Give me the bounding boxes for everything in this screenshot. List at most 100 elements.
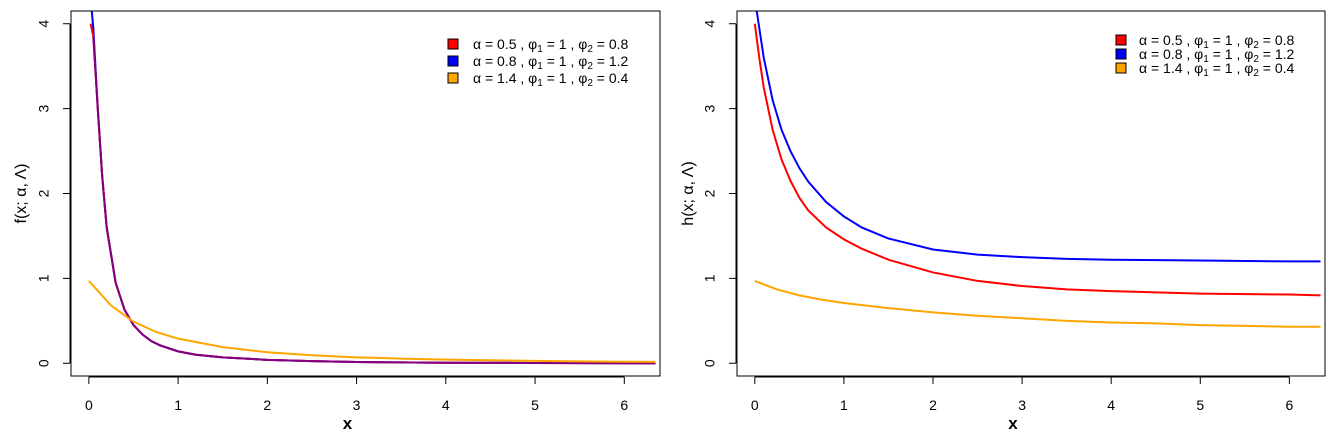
legend-equals: =: [543, 36, 559, 52]
density-x-tick-label: 5: [531, 397, 539, 413]
legend-phi-subscript: 2: [1253, 54, 1259, 65]
hazard-x-tick-label: 4: [1107, 397, 1115, 413]
legend-phi1-value: 1: [559, 70, 567, 86]
density-y-axis-title: f(x; α, Λ): [13, 164, 30, 224]
density-x-tick-label: 2: [263, 397, 271, 413]
legend-equals: =: [1259, 46, 1275, 62]
legend-phi-symbol: , φ: [1233, 60, 1254, 76]
legend-phi-subscript: 1: [537, 61, 543, 72]
legend-phi2-value: 0.8: [609, 36, 629, 52]
hazard-panel: 0 1 2 3 4 5 6 0 1 2 3 4 x h(x; α, Λ) α = 0.5 , φ1 = 1 …: [680, 10, 1326, 433]
legend-phi-symbol: , φ: [1183, 60, 1204, 76]
legend-phi1-value: 1: [559, 36, 567, 52]
legend-phi-symbol: , φ: [567, 70, 588, 86]
legend-phi2-value: 1.2: [609, 53, 629, 69]
density-legend-entry-2: α = 1.4 , φ1 = 1 , φ2 = 0.4: [473, 70, 629, 89]
hazard-x-tick-label: 5: [1196, 397, 1204, 413]
legend-equals: =: [543, 53, 559, 69]
density-panel: 0 1 2 3 4 5 6 0 1 2 3 4 x f(x; α, Λ) α = 0.5 , φ1 = 1 …: [13, 10, 661, 433]
legend-phi-symbol: , φ: [1233, 32, 1254, 48]
density-y-tick-label: 2: [36, 189, 52, 197]
density-legend-entry-0: α = 0.5 , φ1 = 1 , φ2 = 0.8: [473, 36, 629, 55]
legend-phi-symbol: , φ: [567, 53, 588, 69]
legend-equals: =: [1209, 46, 1225, 62]
density-legend-entry-1: α = 0.8 , φ1 = 1 , φ2 = 1.2: [473, 53, 629, 72]
hazard-x-tick-label: 0: [751, 397, 759, 413]
legend-phi-symbol: , φ: [517, 70, 538, 86]
legend-equals: =: [593, 53, 609, 69]
legend-phi2-value: 0.8: [1275, 32, 1295, 48]
density-x-tick-label: 0: [85, 397, 93, 413]
hazard-y-tick-label: 4: [702, 20, 718, 28]
density-y-tick-label: 4: [36, 20, 52, 28]
legend-phi-subscript: 1: [537, 44, 543, 55]
legend-phi2-value: 0.4: [1275, 60, 1295, 76]
density-legend-swatch-2: [447, 72, 459, 84]
legend-phi-subscript: 1: [537, 78, 543, 89]
legend-phi-subscript: 1: [1203, 68, 1209, 79]
legend-equals: =: [593, 70, 609, 86]
density-y-tick-label: 0: [36, 359, 52, 367]
legend-alpha-value: α = 0.8: [473, 53, 517, 69]
density-y-tick-label: 1: [36, 274, 52, 282]
hazard-legend-entry-0: α = 0.5 , φ1 = 1 , φ2 = 0.8: [1139, 32, 1295, 51]
hazard-y-tick-label: 3: [702, 105, 718, 113]
legend-phi-symbol: , φ: [1233, 46, 1254, 62]
legend-phi-subscript: 1: [1203, 54, 1209, 65]
legend-equals: =: [1209, 60, 1225, 76]
hazard-plot-frame: [736, 10, 1326, 377]
legend-phi-symbol: , φ: [1183, 32, 1204, 48]
legend-phi-subscript: 2: [1253, 40, 1259, 51]
legend-alpha-value: α = 0.5: [473, 36, 517, 52]
legend-equals: =: [543, 70, 559, 86]
hazard-series-line-2: [754, 279, 1321, 328]
hazard-legend-swatch-1: [1115, 48, 1127, 60]
hazard-y-tick-label: 0: [702, 359, 718, 367]
legend-phi2-value: 1.2: [1275, 46, 1295, 62]
hazard-y-tick-label: 1: [702, 274, 718, 282]
legend-phi-symbol: , φ: [1183, 46, 1204, 62]
legend-alpha-value: α = 1.4: [473, 70, 517, 86]
legend-phi-subscript: 2: [587, 61, 593, 72]
legend-phi-symbol: , φ: [517, 36, 538, 52]
hazard-legend-swatch-0: [1115, 34, 1127, 46]
density-x-tick-label: 6: [620, 397, 628, 413]
legend-phi-subscript: 2: [587, 78, 593, 89]
legend-alpha-value: α = 1.4: [1139, 60, 1183, 76]
hazard-x-tick-label: 6: [1285, 397, 1293, 413]
density-series-line-3: [88, 280, 656, 363]
density-x-tick-label: 4: [442, 397, 450, 413]
legend-equals: =: [1259, 32, 1275, 48]
density-series-line-2: [92, 36, 656, 365]
legend-phi1-value: 1: [1225, 46, 1233, 62]
legend-phi-symbol: , φ: [567, 36, 588, 52]
hazard-y-tick-label: 2: [702, 189, 718, 197]
density-x-tick-label: 3: [353, 397, 361, 413]
hazard-series-line-0: [755, 11, 1321, 263]
hazard-series-line-1: [753, 23, 1321, 297]
legend-phi1-value: 1: [559, 53, 567, 69]
hazard-x-tick-label: 1: [840, 397, 848, 413]
density-legend-swatch-0: [447, 38, 459, 50]
legend-phi1-value: 1: [1225, 32, 1233, 48]
hazard-legend-entry-2: α = 1.4 , φ1 = 1 , φ2 = 0.4: [1139, 60, 1295, 79]
legend-phi-subscript: 2: [587, 44, 593, 55]
density-y-tick-label: 3: [36, 105, 52, 113]
hazard-x-tick-label: 3: [1018, 397, 1026, 413]
hazard-legend-entry-1: α = 0.8 , φ1 = 1 , φ2 = 1.2: [1139, 46, 1295, 65]
legend-equals: =: [593, 36, 609, 52]
legend-equals: =: [1259, 60, 1275, 76]
density-x-tick-label: 1: [174, 397, 182, 413]
hazard-x-axis-title: x: [1008, 414, 1018, 433]
legend-phi-subscript: 1: [1203, 40, 1209, 51]
legend-phi2-value: 0.4: [609, 70, 629, 86]
legend-alpha-value: α = 0.5: [1139, 32, 1183, 48]
legend-phi-subscript: 2: [1253, 68, 1259, 79]
legend-phi1-value: 1: [1225, 60, 1233, 76]
legend-alpha-value: α = 0.8: [1139, 46, 1183, 62]
density-legend-swatch-1: [447, 55, 459, 67]
hazard-x-tick-label: 2: [929, 397, 937, 413]
density-plot-frame: [70, 10, 661, 377]
